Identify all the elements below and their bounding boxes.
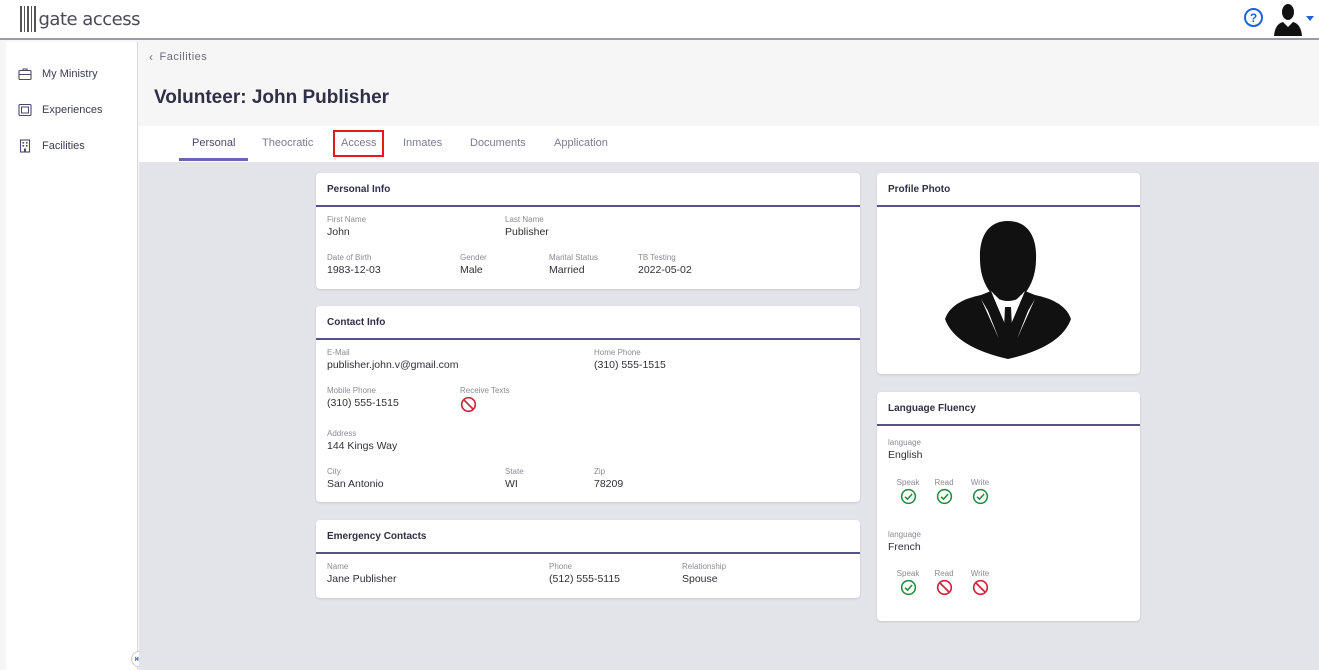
breadcrumb[interactable]: ‹ Facilities	[149, 50, 207, 64]
email-field: E-Mail publisher.john.v@gmail.com	[327, 348, 459, 371]
tab-theocratic[interactable]: Theocratic	[262, 137, 314, 149]
tab-access-highlight	[333, 130, 384, 157]
write-status: Write	[968, 569, 992, 596]
contact-info-card: Contact Info E-Mail publisher.john.v@gma…	[316, 306, 860, 502]
language-field: language English	[888, 438, 923, 461]
tab-inmates[interactable]: Inmates	[403, 137, 443, 149]
receive-texts-field: Receive Texts	[460, 386, 510, 413]
check-circle-icon	[936, 488, 952, 505]
tab-bar: Personal Theocratic Access Inmates Docum…	[139, 126, 1319, 162]
profile-photo-silhouette	[945, 221, 1071, 359]
address-field: Address 144 Kings Way	[327, 429, 398, 452]
app-logo[interactable]: gate access	[20, 4, 140, 34]
language-fluency-card: Language Fluency language English Speak …	[877, 392, 1140, 621]
active-tab-indicator	[179, 158, 248, 161]
card-title: Emergency Contacts	[316, 520, 860, 554]
sidebar-item-label: My Ministry	[42, 68, 98, 80]
card-title: Personal Info	[316, 173, 860, 207]
sidebar-item-experiences[interactable]: Experiences	[18, 100, 103, 120]
gallery-icon	[18, 103, 32, 117]
tab-access[interactable]: Access	[341, 137, 377, 149]
check-circle-icon	[900, 488, 916, 505]
speak-status: Speak	[896, 478, 920, 505]
check-circle-icon	[972, 488, 988, 505]
sidebar: My Ministry Experiences Facilities	[6, 42, 138, 670]
sidebar-item-facilities[interactable]: Facilities	[18, 136, 85, 156]
page-header: ‹ Facilities Volunteer: John Publisher	[139, 42, 1319, 126]
home-phone-field: Home Phone (310) 555-1515	[594, 348, 666, 371]
logo-bars-icon	[20, 6, 36, 32]
prohibited-icon	[460, 396, 477, 413]
marital-status-field: Marital Status Married	[549, 253, 598, 276]
first-name-field: First Name John	[327, 215, 367, 238]
top-bar: gate access ?	[0, 0, 1319, 40]
mobile-phone-field: Mobile Phone (310) 555-1515	[327, 386, 399, 409]
relationship-field: Relationship Spouse	[682, 562, 727, 585]
read-status: Read	[932, 569, 956, 596]
tb-testing-field: TB Testing 2022-05-02	[638, 253, 692, 276]
tab-application[interactable]: Application	[554, 137, 608, 149]
sidebar-item-label: Experiences	[42, 104, 103, 116]
zip-field: Zip 78209	[594, 467, 624, 490]
language-field: language French	[888, 530, 921, 553]
emergency-name-field: Name Jane Publisher	[327, 562, 397, 585]
dob-field: Date of Birth 1983-12-03	[327, 253, 381, 276]
emergency-contacts-card: Emergency Contacts Name Jane Publisher P…	[316, 520, 860, 598]
profile-photo-card: Profile Photo	[877, 173, 1140, 374]
card-title: Profile Photo	[877, 173, 1140, 207]
page-title: Volunteer: John Publisher	[154, 87, 390, 108]
briefcase-icon	[18, 68, 32, 81]
tab-documents[interactable]: Documents	[470, 137, 526, 149]
tab-personal[interactable]: Personal	[192, 137, 236, 149]
emergency-phone-field: Phone (512) 555-5115	[549, 562, 621, 585]
state-field: State WI	[505, 467, 524, 490]
chevron-left-icon: ‹	[149, 50, 154, 64]
sidebar-item-my-ministry[interactable]: My Ministry	[18, 64, 98, 84]
user-avatar-icon[interactable]	[1272, 2, 1304, 36]
city-field: City San Antonio	[327, 467, 384, 490]
help-icon[interactable]: ?	[1244, 8, 1263, 27]
logo-text: gate access	[38, 8, 141, 30]
speak-status: Speak	[896, 569, 920, 596]
card-title: Language Fluency	[877, 392, 1140, 426]
write-status: Write	[968, 478, 992, 505]
prohibited-icon	[936, 579, 952, 596]
read-status: Read	[932, 478, 956, 505]
last-name-field: Last Name Publisher	[505, 215, 549, 238]
user-menu-caret-icon[interactable]	[1306, 16, 1314, 21]
breadcrumb-label: Facilities	[159, 51, 208, 63]
personal-info-card: Personal Info First Name John Last Name …	[316, 173, 860, 289]
card-title: Contact Info	[316, 306, 860, 340]
prohibited-icon	[972, 579, 988, 596]
sidebar-item-label: Facilities	[42, 140, 85, 152]
gender-field: Gender Male	[460, 253, 487, 276]
check-circle-icon	[900, 579, 916, 596]
building-icon	[19, 139, 31, 153]
